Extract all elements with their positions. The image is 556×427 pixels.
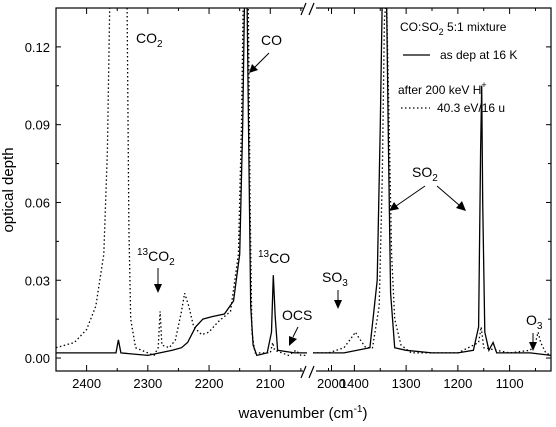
y-axis-title: optical depth (0, 147, 17, 232)
y-tick-label: 0.12 (25, 40, 50, 55)
x-tick-label-left: 2400 (72, 376, 101, 391)
series-solid-left-line (56, 8, 307, 357)
x-tick-label-left: 2100 (256, 376, 285, 391)
label-co: CO (261, 32, 282, 48)
arrowhead-so2-right (456, 201, 466, 211)
label-13co2: 13CO2 (137, 247, 175, 268)
label-so3: SO3 (322, 269, 348, 289)
label-ocs: OCS (282, 307, 312, 323)
axis-break-marks (300, 2, 316, 379)
y-tick-label: 0.09 (25, 118, 50, 133)
legend: CO:SO2 5:1 mixture as dep at 16 K after … (398, 20, 517, 115)
arrowhead-13co2 (154, 284, 162, 293)
arrowhead-o3 (529, 342, 537, 351)
arrow-so2-left (395, 185, 426, 207)
series-dotted-left-line (56, 8, 307, 357)
label-13co: 13CO (258, 249, 290, 266)
label-co2: CO2 (136, 30, 163, 50)
x-tick-label-right: 1200 (443, 376, 472, 391)
arrowhead-co (249, 64, 258, 73)
arrow-ocs (292, 326, 299, 338)
y-tick-label: 0.03 (25, 273, 50, 288)
x-tick-label-right: 1100 (496, 376, 524, 391)
arrowhead-so3 (334, 300, 342, 309)
axis-ticks: 0.00 0.03 0.06 0.09 0.12 2400 2300 2200 2100 2000… (25, 8, 551, 391)
y-tick-label: 0.00 (25, 351, 50, 366)
x-tick-label-right: 1300 (392, 376, 421, 391)
arrowhead-ocs (289, 336, 297, 346)
label-o3: O3 (526, 312, 543, 332)
x-axis-title: wavenumber (cm-1) (238, 404, 368, 422)
legend-entry-as-deposited: as dep at 16 K (440, 48, 517, 62)
annotations: CO2 CO 13CO2 13CO OCS SO3 SO2 O3 (136, 30, 543, 351)
x-tick-label-left: 2300 (133, 376, 162, 391)
label-so2: SO2 (412, 164, 438, 184)
x-tick-label-left: 2200 (195, 376, 224, 391)
legend-entry-irradiated-line1: after 200 keV H+ (398, 80, 487, 97)
arrowhead-so2-left (389, 202, 399, 211)
x-tick-label-left: 2000 (317, 376, 346, 391)
x-tick-label-right: 1400 (340, 376, 369, 391)
arrow-so2-right (436, 185, 460, 206)
y-tick-label: 0.06 (25, 195, 50, 210)
legend-entry-irradiated-line2: 40.3 eV/16 u (437, 101, 505, 115)
series-solid-right-line (313, 8, 551, 357)
legend-title: CO:SO2 5:1 mixture (400, 20, 507, 37)
